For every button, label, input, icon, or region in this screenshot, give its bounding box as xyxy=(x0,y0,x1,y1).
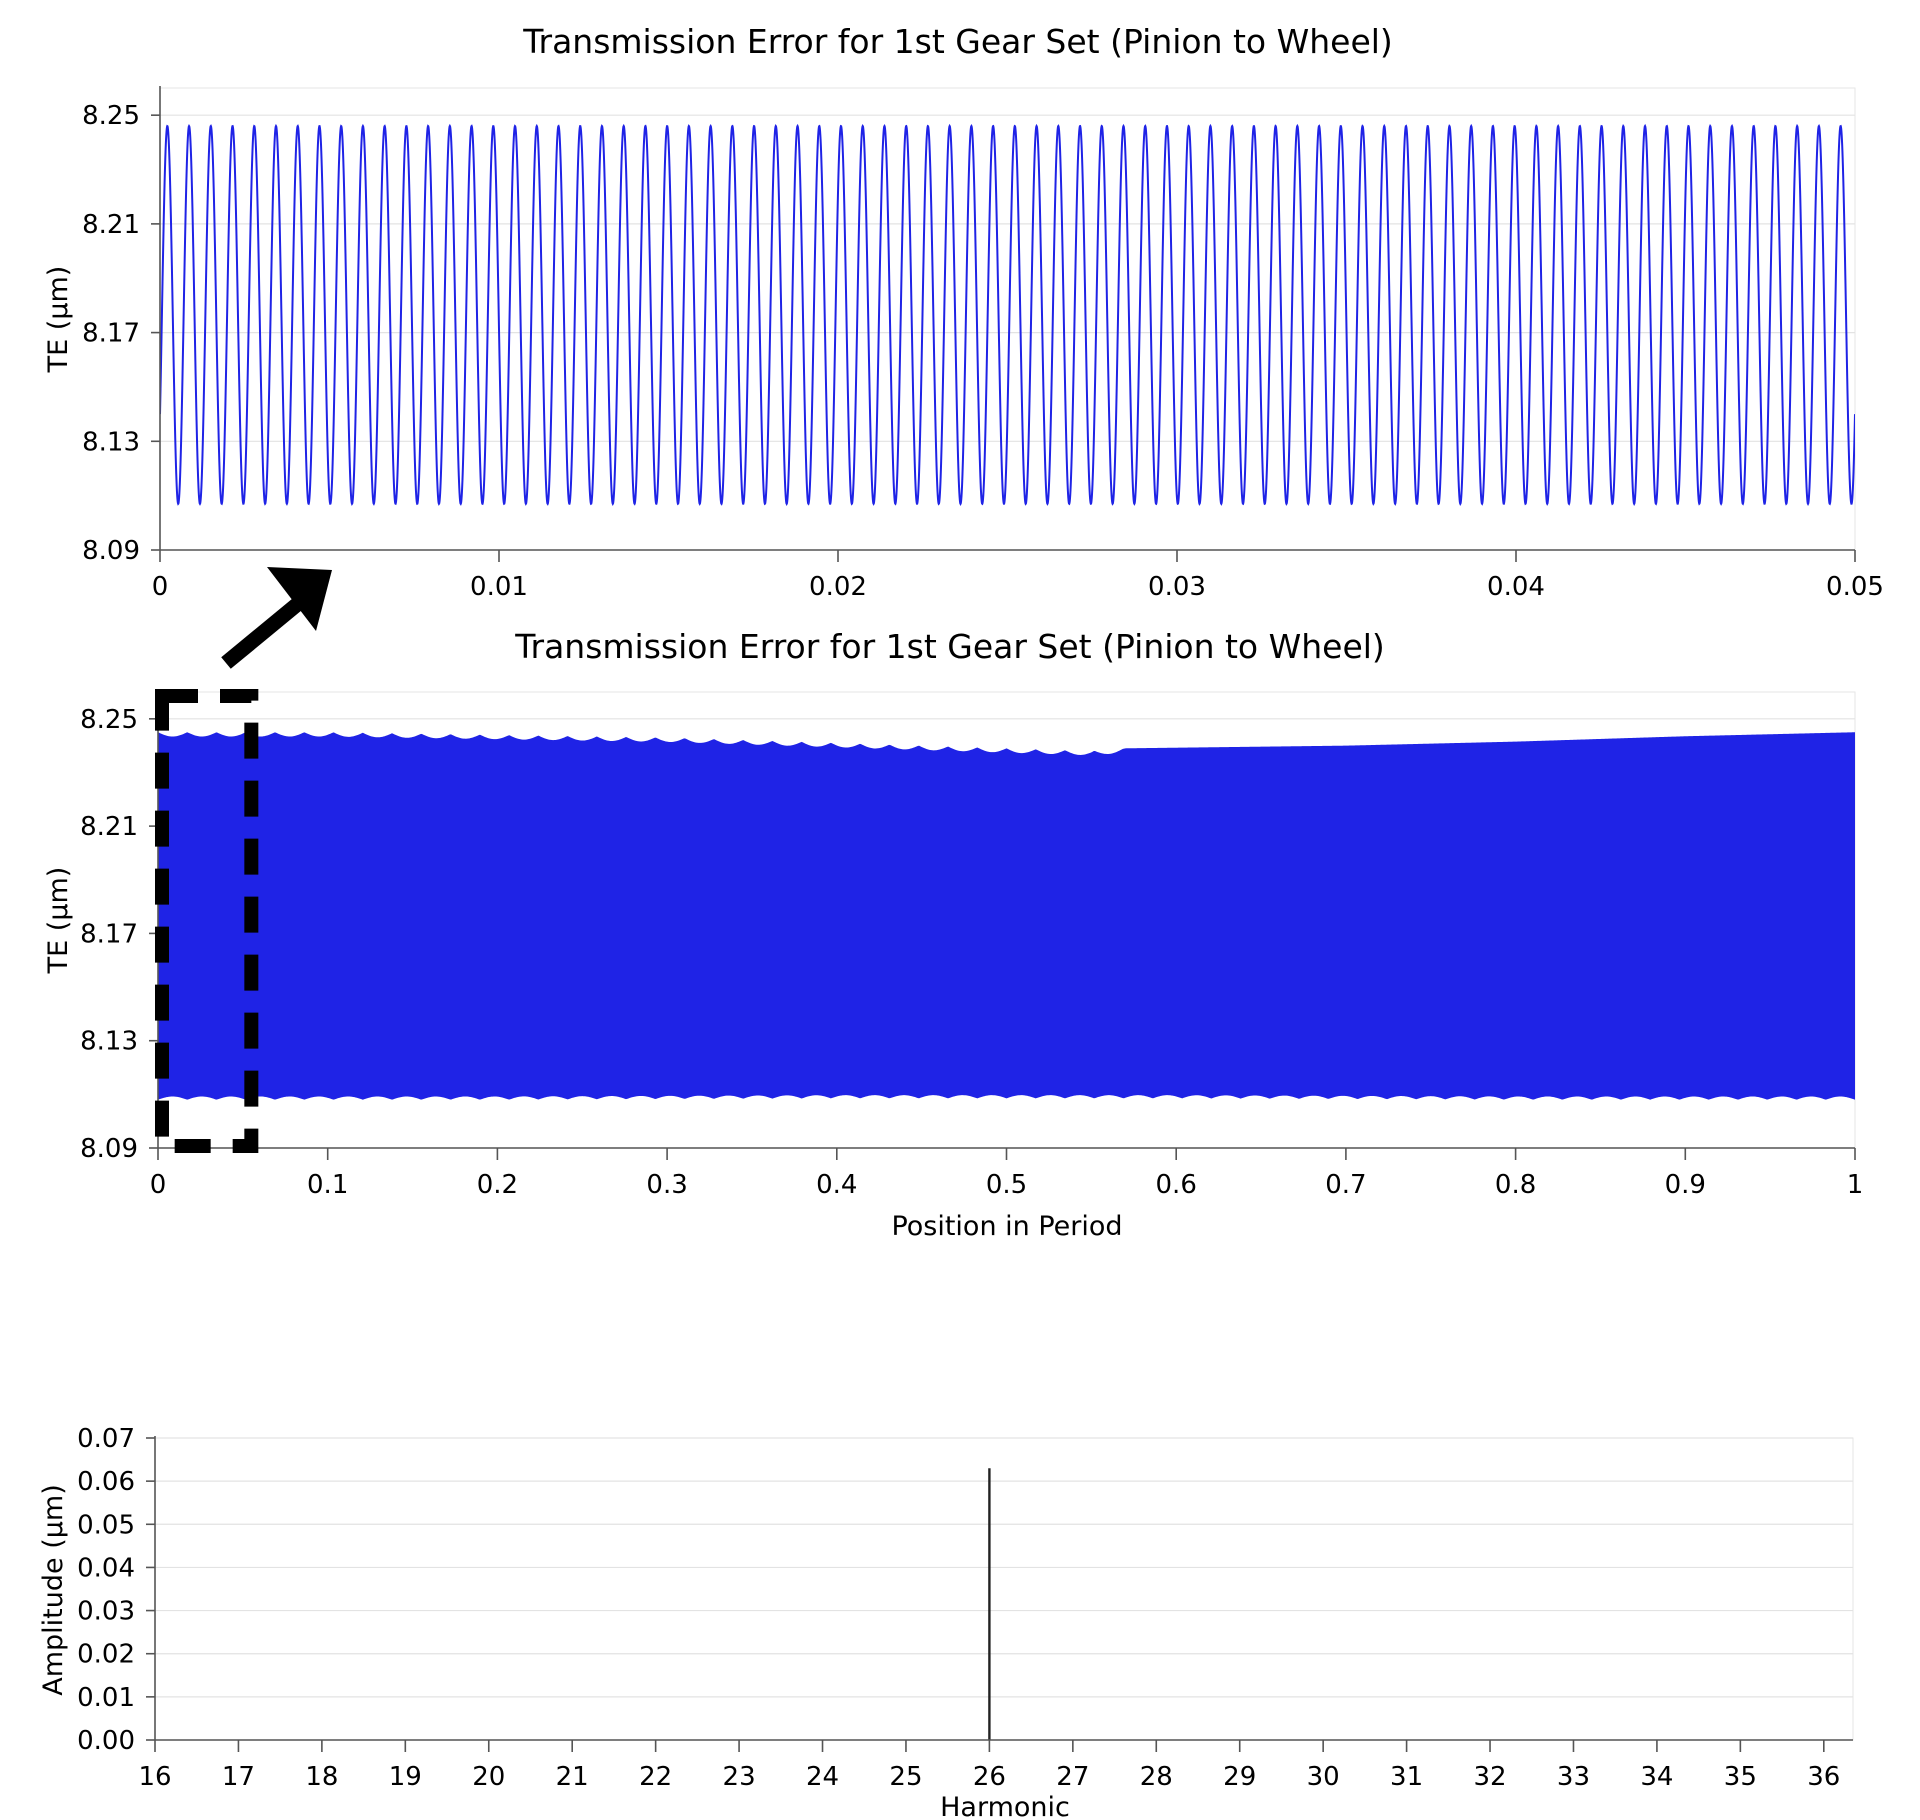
x-tick-label: 26 xyxy=(973,1762,1006,1792)
axes-zoom: 8.09 8.13 8.17 8.21 8.25 0 0.01 0.02 0.03 0.04 0.0… xyxy=(82,86,1884,602)
y-tick-label: 8.09 xyxy=(80,1134,138,1164)
x-tick-label: 21 xyxy=(556,1762,589,1792)
y-tick-label: 8.09 xyxy=(82,536,140,566)
x-axis-label-full: Position in Period xyxy=(891,1211,1122,1242)
x-tick-label: 24 xyxy=(806,1762,839,1792)
x-tick-label: 0.03 xyxy=(1148,572,1206,602)
x-tick-label: 0 xyxy=(150,1170,167,1200)
y-axis-label-spectrum: Amplitude (µm) xyxy=(38,1484,69,1696)
zoom-arrow-icon xyxy=(221,567,332,669)
y-tick-label: 8.13 xyxy=(82,427,140,457)
x-tick-label: 1 xyxy=(1847,1170,1864,1200)
chart-zoom: 8.09 8.13 8.17 8.21 8.25 0 0.01 0.02 0.03 0.04 0.0… xyxy=(43,22,1884,602)
x-tick-label: 19 xyxy=(389,1762,422,1792)
x-tick-label: 25 xyxy=(889,1762,922,1792)
x-tick-label: 33 xyxy=(1557,1762,1590,1792)
zoom-region-box xyxy=(155,689,259,1153)
x-tick-label: 0.8 xyxy=(1495,1170,1536,1200)
x-tick-label: 16 xyxy=(138,1762,171,1792)
series-area-te-full xyxy=(158,732,1855,1100)
y-tick-label: 8.17 xyxy=(80,919,138,949)
x-tick-label: 29 xyxy=(1223,1762,1256,1792)
y-tick-label: 0.05 xyxy=(77,1510,135,1540)
y-tick-label: 0.03 xyxy=(77,1597,135,1627)
x-tick-label: 30 xyxy=(1307,1762,1340,1792)
y-tick-label: 0.07 xyxy=(77,1424,135,1454)
x-tick-label: 36 xyxy=(1807,1762,1840,1792)
x-tick-label: 17 xyxy=(222,1762,255,1792)
x-tick-label: 0.1 xyxy=(307,1170,348,1200)
x-tick-label: 0 xyxy=(152,572,169,602)
x-tick-label: 0.01 xyxy=(470,572,528,602)
x-tick-label: 0.05 xyxy=(1826,572,1884,602)
y-tick-label: 8.13 xyxy=(80,1027,138,1057)
plot-area-spectrum xyxy=(154,1437,1854,1741)
x-tick-label: 28 xyxy=(1140,1762,1173,1792)
y-tick-label: 0.02 xyxy=(77,1640,135,1670)
y-tick-label: 0.01 xyxy=(77,1683,135,1713)
x-tick-label: 0.3 xyxy=(646,1170,687,1200)
y-tick-label: 8.21 xyxy=(80,812,138,842)
x-tick-label: 0.6 xyxy=(1156,1170,1197,1200)
x-tick-label: 0.5 xyxy=(986,1170,1027,1200)
chart-spectrum: 0.00 0.01 0.02 0.03 0.04 0.05 0.06 0.07 16 17 18 19… xyxy=(38,1424,1854,1820)
chart-title-zoom: Transmission Error for 1st Gear Set (Pin… xyxy=(522,22,1393,61)
x-tick-label: 20 xyxy=(472,1762,505,1792)
series-line-te-zoom xyxy=(160,123,1855,506)
x-tick-label: 22 xyxy=(639,1762,672,1792)
y-axis-label-zoom: TE (µm) xyxy=(43,266,74,374)
y-tick-label: 8.17 xyxy=(82,319,140,349)
x-tick-label: 0.4 xyxy=(816,1170,857,1200)
x-tick-label: 32 xyxy=(1473,1762,1506,1792)
x-axis-label-spectrum: Harmonic xyxy=(940,1792,1070,1820)
y-tick-label: 0.04 xyxy=(77,1553,135,1583)
x-tick-label: 18 xyxy=(305,1762,338,1792)
chart-full: 8.09 8.13 8.17 8.21 8.25 0 0.1 0.2 0.3 0.4 0.5 0.6 0… xyxy=(43,627,1863,1242)
y-tick-label: 8.25 xyxy=(82,101,140,131)
y-tick-label: 8.25 xyxy=(80,705,138,735)
plot-area-zoom xyxy=(159,87,1856,551)
x-tick-label: 0.7 xyxy=(1325,1170,1366,1200)
x-tick-label: 23 xyxy=(723,1762,756,1792)
x-tick-label: 31 xyxy=(1390,1762,1423,1792)
axes-spectrum: 0.00 0.01 0.02 0.03 0.04 0.05 0.06 0.07 16 17 18 19… xyxy=(77,1424,1853,1792)
x-tick-label: 34 xyxy=(1640,1762,1673,1792)
x-tick-label: 0.02 xyxy=(809,572,867,602)
y-tick-label: 0.06 xyxy=(77,1467,135,1497)
x-tick-label: 0.2 xyxy=(477,1170,518,1200)
x-tick-label: 0.9 xyxy=(1665,1170,1706,1200)
y-tick-label: 8.21 xyxy=(82,210,140,240)
x-tick-label: 35 xyxy=(1724,1762,1757,1792)
chart-title-full: Transmission Error for 1st Gear Set (Pin… xyxy=(514,627,1385,666)
y-tick-label: 0.00 xyxy=(77,1726,135,1756)
y-axis-label-full: TE (µm) xyxy=(43,867,74,975)
x-tick-label: 27 xyxy=(1056,1762,1089,1792)
x-tick-label: 0.04 xyxy=(1487,572,1545,602)
